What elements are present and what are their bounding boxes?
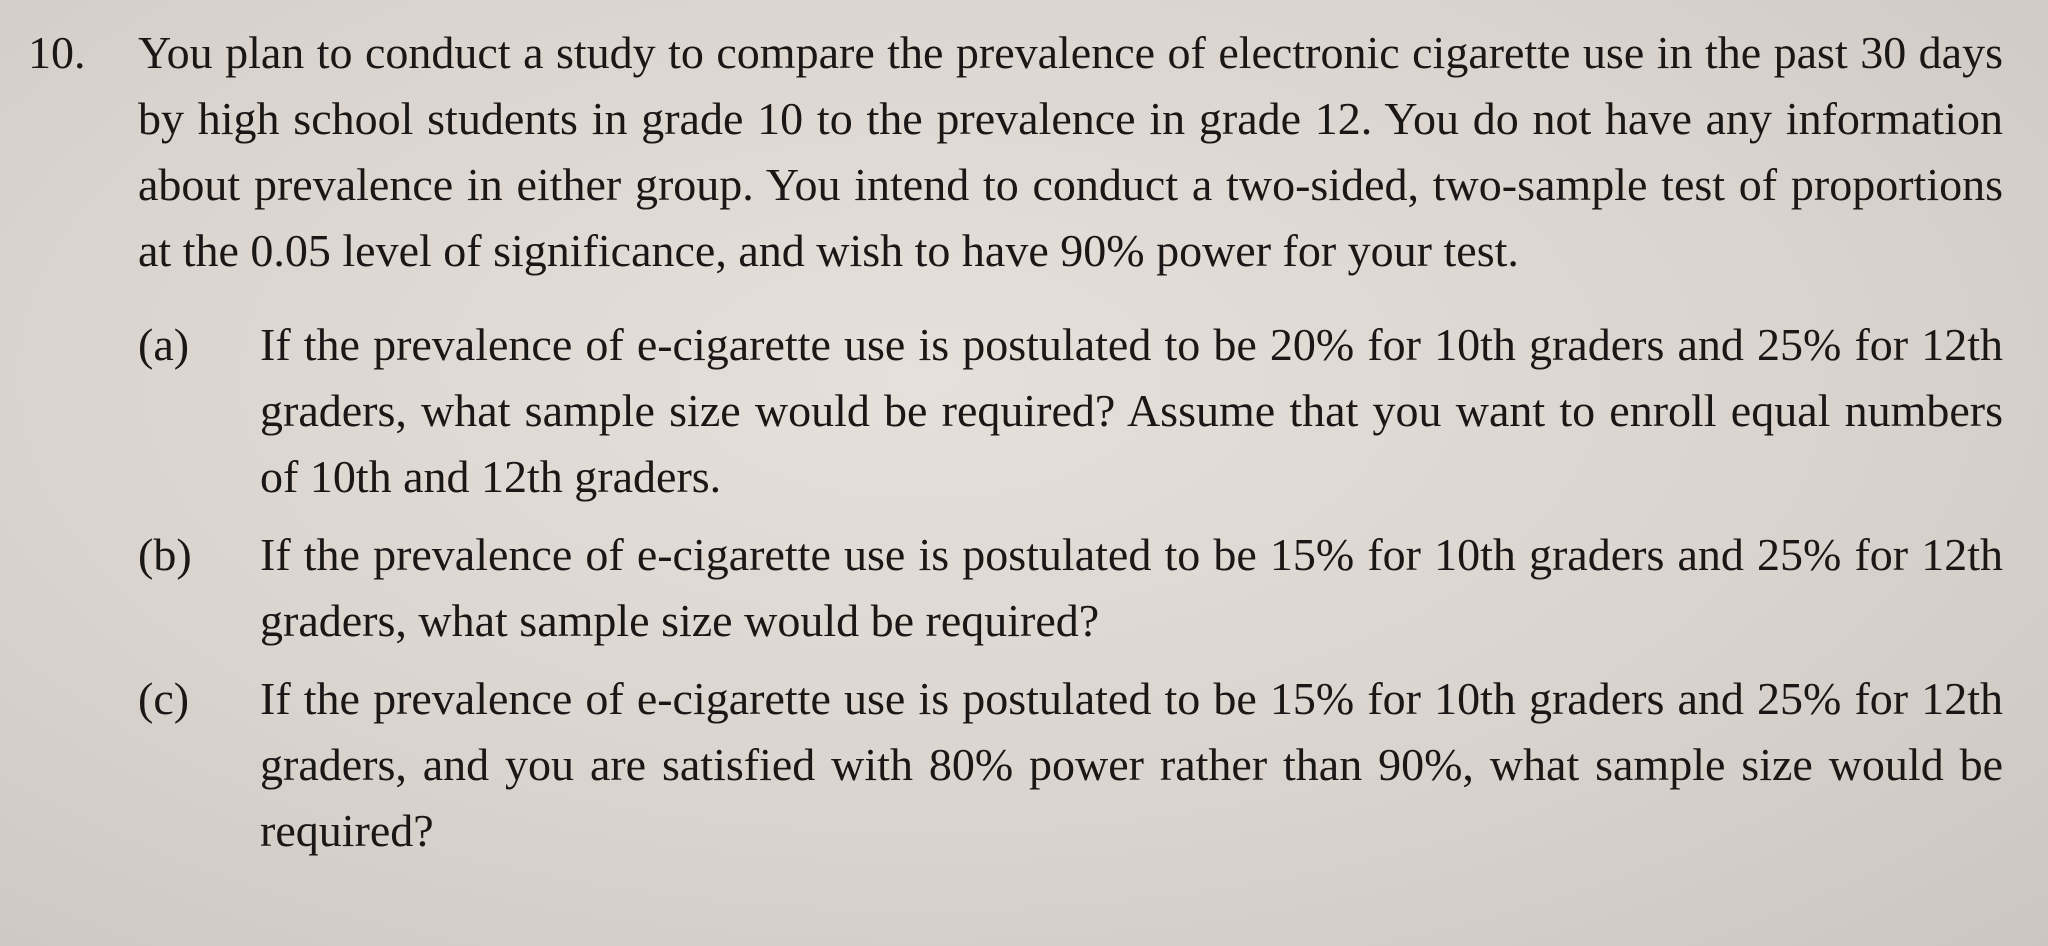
problem-parts: (a) If the prevalence of e-cigarette use… bbox=[138, 312, 2003, 864]
problem-10: 10. You plan to conduct a study to compa… bbox=[28, 20, 2003, 876]
part-c: (c) If the prevalence of e-cigarette use… bbox=[138, 666, 2003, 864]
part-text: If the prevalence of e-cigarette use is … bbox=[260, 529, 2003, 646]
part-b: (b) If the prevalence of e-cigarette use… bbox=[138, 522, 2003, 654]
part-label: (c) bbox=[138, 673, 190, 724]
part-label: (b) bbox=[138, 529, 192, 580]
problem-number: 10. bbox=[28, 27, 86, 78]
part-a: (a) If the prevalence of e-cigarette use… bbox=[138, 312, 2003, 510]
part-text: If the prevalence of e-cigarette use is … bbox=[260, 319, 2003, 502]
problem-statement: You plan to conduct a study to compare t… bbox=[138, 27, 2003, 276]
part-text: If the prevalence of e-cigarette use is … bbox=[260, 673, 2003, 856]
part-label: (a) bbox=[138, 319, 190, 370]
